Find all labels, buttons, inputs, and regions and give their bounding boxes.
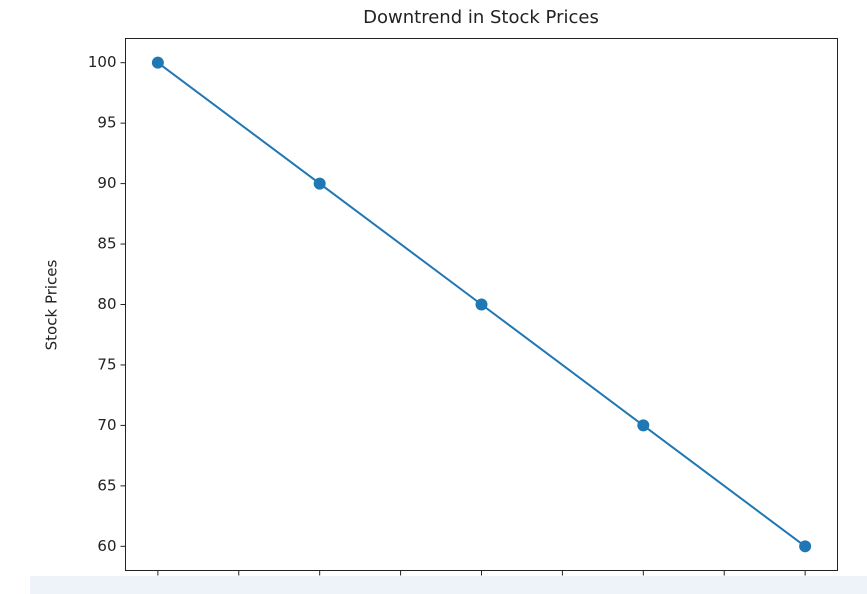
y-tick-label: 95 [97,114,116,132]
chart-title: Downtrend in Stock Prices [363,7,599,28]
y-tick-label: 75 [97,355,116,373]
y-tick-label: 100 [88,53,117,71]
marker [799,540,812,553]
y-axis-label: Stock Prices [43,259,61,350]
y-tick-label: 80 [97,295,116,313]
marker [637,419,650,432]
marker [151,56,164,69]
marker [313,177,326,190]
marker [475,298,488,311]
y-tick-label: 60 [97,537,116,555]
y-tick-label: 90 [97,174,116,192]
bottom-strip [30,576,867,594]
y-tick-label: 65 [97,476,116,494]
y-tick-label: 70 [97,416,116,434]
y-tick-label: 85 [97,235,116,253]
